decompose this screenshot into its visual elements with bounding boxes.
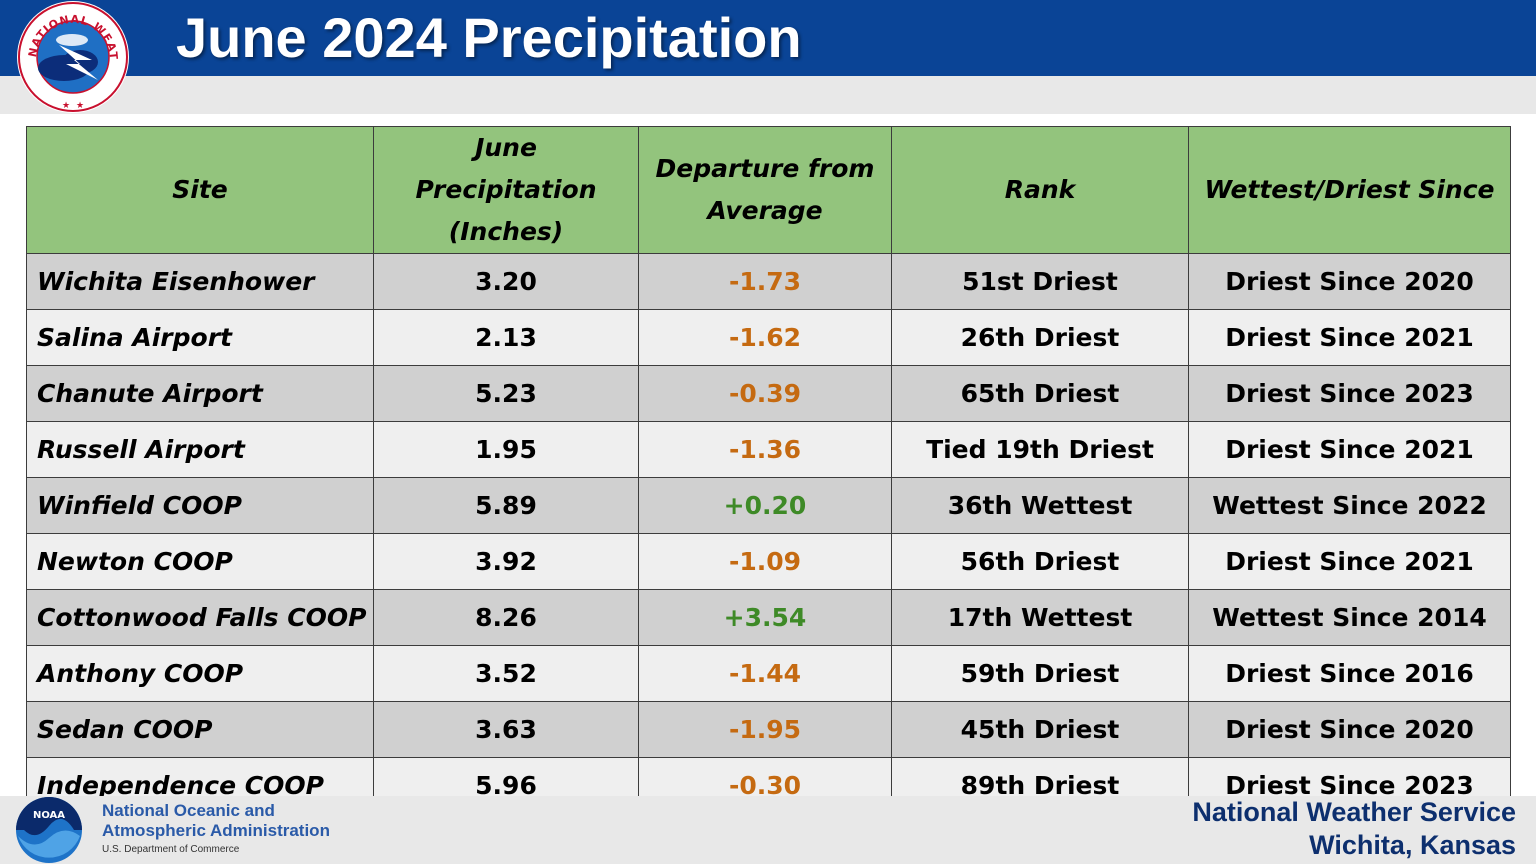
- since-cell: Driest Since 2021: [1188, 309, 1511, 366]
- precipitation-cell: 3.52: [373, 645, 639, 702]
- noaa-department: U.S. Department of Commerce: [102, 844, 240, 855]
- precipitation-cell: 5.89: [373, 477, 639, 534]
- header-site: Site: [26, 126, 374, 254]
- page-title: June 2024 Precipitation: [176, 6, 802, 69]
- departure-cell: +0.20: [638, 477, 892, 534]
- precipitation-cell: 5.23: [373, 365, 639, 422]
- noaa-logo-text: NOAA: [33, 810, 65, 821]
- rank-cell: Tied 19th Driest: [891, 421, 1189, 478]
- since-cell: Wettest Since 2022: [1188, 477, 1511, 534]
- site-cell: Newton COOP: [26, 533, 374, 590]
- nws-logo-icon: NATIONAL WEATHER SERVICE ★ ★: [14, 0, 129, 113]
- table-row: Anthony COOP 3.52 -1.44 59th Driest Drie…: [26, 645, 1511, 702]
- departure-cell: +3.54: [638, 589, 892, 646]
- departure-cell: -1.73: [638, 253, 892, 310]
- svg-text:★: ★: [62, 101, 70, 111]
- precipitation-cell: 8.26: [373, 589, 639, 646]
- precipitation-cell: 3.63: [373, 701, 639, 758]
- table-row: Chanute Airport 5.23 -0.39 65th Driest D…: [26, 365, 1511, 422]
- rank-cell: 17th Wettest: [891, 589, 1189, 646]
- since-cell: Driest Since 2023: [1188, 365, 1511, 422]
- precipitation-cell: 2.13: [373, 309, 639, 366]
- site-cell: Cottonwood Falls COOP: [26, 589, 374, 646]
- departure-cell: -1.44: [638, 645, 892, 702]
- table-row: Newton COOP 3.92 -1.09 56th Driest Dries…: [26, 533, 1511, 590]
- table-row: Sedan COOP 3.63 -1.95 45th Driest Driest…: [26, 701, 1511, 758]
- site-cell: Chanute Airport: [26, 365, 374, 422]
- svg-text:★: ★: [76, 101, 84, 111]
- table-row: Wichita Eisenhower 3.20 -1.73 51st Dries…: [26, 253, 1511, 310]
- rank-cell: 45th Driest: [891, 701, 1189, 758]
- office-name: National Weather Service Wichita, Kansas: [1192, 796, 1516, 862]
- since-cell: Driest Since 2020: [1188, 701, 1511, 758]
- footer-bar: [0, 796, 1536, 864]
- since-cell: Driest Since 2020: [1188, 253, 1511, 310]
- departure-cell: -1.09: [638, 533, 892, 590]
- subtitle-bar: [0, 76, 1536, 114]
- header-since: Wettest/Driest Since: [1188, 126, 1511, 254]
- site-cell: Wichita Eisenhower: [26, 253, 374, 310]
- office-line2: Wichita, Kansas: [1309, 830, 1516, 860]
- rank-cell: 26th Driest: [891, 309, 1189, 366]
- rank-cell: 36th Wettest: [891, 477, 1189, 534]
- rank-cell: 65th Driest: [891, 365, 1189, 422]
- table-row: Cottonwood Falls COOP 8.26 +3.54 17th We…: [26, 589, 1511, 646]
- rank-cell: 51st Driest: [891, 253, 1189, 310]
- rank-cell: 59th Driest: [891, 645, 1189, 702]
- departure-cell: -1.95: [638, 701, 892, 758]
- header-departure: Departure from Average: [638, 126, 892, 254]
- since-cell: Driest Since 2021: [1188, 421, 1511, 478]
- since-cell: Driest Since 2016: [1188, 645, 1511, 702]
- table-row: Winfield COOP 5.89 +0.20 36th Wettest We…: [26, 477, 1511, 534]
- departure-cell: -0.39: [638, 365, 892, 422]
- site-cell: Anthony COOP: [26, 645, 374, 702]
- since-cell: Driest Since 2021: [1188, 533, 1511, 590]
- site-cell: Winfield COOP: [26, 477, 374, 534]
- header-rank: Rank: [891, 126, 1189, 254]
- precipitation-cell: 1.95: [373, 421, 639, 478]
- precipitation-table: Site June Precipitation (Inches) Departu…: [26, 126, 1511, 814]
- departure-cell: -1.36: [638, 421, 892, 478]
- noaa-name-line2: Atmospheric Administration: [102, 821, 330, 840]
- table-row: Salina Airport 2.13 -1.62 26th Driest Dr…: [26, 309, 1511, 366]
- precipitation-cell: 3.20: [373, 253, 639, 310]
- title-bar: [0, 0, 1536, 76]
- site-cell: Sedan COOP: [26, 701, 374, 758]
- noaa-name-line1: National Oceanic and: [102, 801, 275, 820]
- header-precipitation: June Precipitation (Inches): [373, 126, 639, 254]
- table-row: Russell Airport 1.95 -1.36 Tied 19th Dri…: [26, 421, 1511, 478]
- site-cell: Salina Airport: [26, 309, 374, 366]
- precipitation-cell: 3.92: [373, 533, 639, 590]
- since-cell: Wettest Since 2014: [1188, 589, 1511, 646]
- table-header-row: Site June Precipitation (Inches) Departu…: [26, 126, 1511, 254]
- site-cell: Russell Airport: [26, 421, 374, 478]
- departure-cell: -1.62: [638, 309, 892, 366]
- rank-cell: 56th Driest: [891, 533, 1189, 590]
- office-line1: National Weather Service: [1192, 797, 1516, 827]
- noaa-logo-icon: NOAA: [16, 797, 82, 863]
